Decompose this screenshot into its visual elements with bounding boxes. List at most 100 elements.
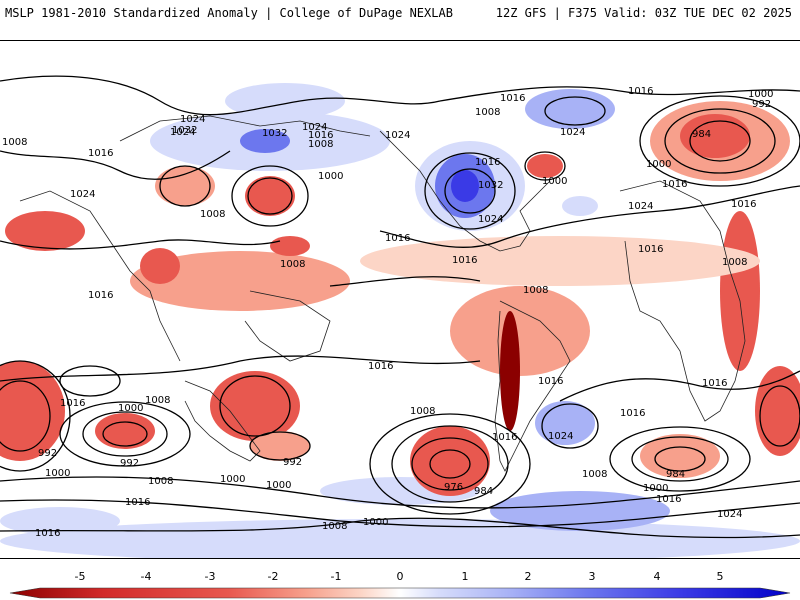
- anomaly-blob: [0, 507, 120, 535]
- isobar-label: 1008: [2, 137, 27, 148]
- isobar-label: 984: [474, 486, 493, 497]
- colorbar-tick: -4: [140, 570, 152, 583]
- isobar-label: 1016: [385, 233, 410, 244]
- isobar-label: 1024: [560, 127, 585, 138]
- anomaly-blob: [245, 176, 295, 216]
- isobar-label: 1016: [88, 148, 113, 159]
- isobars-layer: [0, 75, 800, 539]
- anomaly-blob: [720, 211, 760, 371]
- anomaly-blob: [451, 170, 479, 202]
- isobar: [59, 401, 191, 467]
- isobar-label: 1000: [318, 171, 343, 182]
- isobar: [0, 499, 800, 528]
- isobar-label: 1016: [475, 157, 500, 168]
- anomaly-blob: [95, 413, 155, 449]
- isobar-label: 1000: [45, 468, 70, 479]
- isobar: [231, 165, 309, 227]
- isobar: [0, 75, 441, 116]
- isobar-label: 1000: [118, 403, 143, 414]
- isobar-label: 1008: [582, 469, 607, 480]
- isobar-label: 1016: [35, 528, 60, 539]
- colorbar-tick: 0: [396, 570, 404, 583]
- anomaly-blob: [562, 196, 598, 216]
- isobar: [249, 431, 311, 461]
- isobar-label: 1016: [88, 290, 113, 301]
- colorbar-strip: [9, 587, 791, 599]
- anomaly-blob: [535, 401, 595, 445]
- isobar-label: 1016: [125, 497, 150, 508]
- header: MSLP 1981-2010 Standardized Anomaly | Co…: [0, 0, 800, 40]
- map-canvas: 1008 1016 1024 1032 1032 1024 1016 1008 …: [0, 75, 800, 558]
- anomaly-blob: [140, 248, 180, 284]
- isobar-label: 1024: [478, 214, 503, 225]
- isobar: [609, 426, 751, 492]
- anomaly-blob: [410, 426, 490, 496]
- isobar-label: 1008: [722, 257, 747, 268]
- colorbar-tick: -1: [330, 570, 342, 583]
- isobar: [541, 403, 599, 449]
- isobar: [247, 177, 293, 215]
- isobar-label: 1008: [145, 395, 170, 406]
- colorbar-tick: 5: [716, 570, 724, 583]
- isobar: [429, 449, 471, 479]
- isobar: [689, 120, 751, 162]
- isobar: [0, 360, 71, 472]
- colorbar-tick: -5: [74, 570, 86, 583]
- anomaly-blob: [155, 166, 215, 206]
- isobar: [0, 380, 51, 452]
- isobar-label: 1024: [302, 122, 327, 133]
- isobar: [631, 436, 729, 482]
- isobar-label: 1016: [308, 130, 333, 141]
- anomaly-blob: [500, 311, 520, 431]
- isobar: [82, 411, 168, 457]
- anomaly-blob: [225, 83, 345, 119]
- isobar-labels-layer: 1008 1016 1024 1032 1032 1024 1016 1008 …: [2, 86, 773, 539]
- isobar-label: 1016: [368, 361, 393, 372]
- isobar-label: 1008: [200, 209, 225, 220]
- isobar-label: 1000: [748, 89, 773, 100]
- isobar-label: 1008: [475, 107, 500, 118]
- anomaly-map[interactable]: 1008 1016 1024 1032 1032 1024 1016 1008 …: [0, 40, 800, 559]
- colorbar-tick: -3: [204, 570, 216, 583]
- coastline: [119, 115, 371, 142]
- isobar: [219, 375, 291, 437]
- isobar-label: 1016: [731, 199, 756, 210]
- isobar-label: 1016: [702, 378, 727, 389]
- colorbar-fill: [9, 587, 791, 599]
- isobar-label: 1008: [322, 521, 347, 532]
- isobar-label: 1024: [170, 127, 195, 138]
- isobar-label: 1000: [266, 480, 291, 491]
- isobar-label: 1016: [656, 494, 681, 505]
- isobar: [159, 165, 211, 207]
- isobar: [639, 95, 800, 187]
- isobar-label: 1008: [280, 259, 305, 270]
- isobar-label: 1016: [662, 179, 687, 190]
- isobar: [444, 168, 496, 214]
- isobar-label: 992: [38, 448, 57, 459]
- isobar-label: 1016: [492, 432, 517, 443]
- isobar: [424, 152, 516, 230]
- coastline: [244, 290, 331, 362]
- anomaly-blob: [0, 361, 65, 461]
- isobar: [0, 150, 231, 180]
- anomaly-blob: [5, 211, 85, 251]
- coastline: [494, 300, 571, 472]
- isobar-label: 1024: [70, 189, 95, 200]
- coastline: [379, 130, 551, 252]
- isobar-label: 984: [666, 469, 685, 480]
- anomaly-blob: [490, 491, 670, 531]
- isobar-label: 1024: [717, 509, 742, 520]
- isobar-label: 1032: [172, 125, 197, 136]
- anomaly-blob: [270, 236, 310, 256]
- colorbar-tick: 3: [588, 570, 596, 583]
- anomaly-blob: [210, 371, 300, 441]
- isobar: [664, 108, 776, 174]
- isobar-label: 1024: [180, 114, 205, 125]
- isobar: [0, 517, 800, 539]
- isobar: [59, 365, 121, 397]
- isobar: [369, 413, 531, 515]
- isobar-label: 1016: [620, 408, 645, 419]
- isobar-label: 1008: [308, 139, 333, 150]
- isobar-label: 1000: [646, 159, 671, 170]
- isobar-label: 1024: [548, 431, 573, 442]
